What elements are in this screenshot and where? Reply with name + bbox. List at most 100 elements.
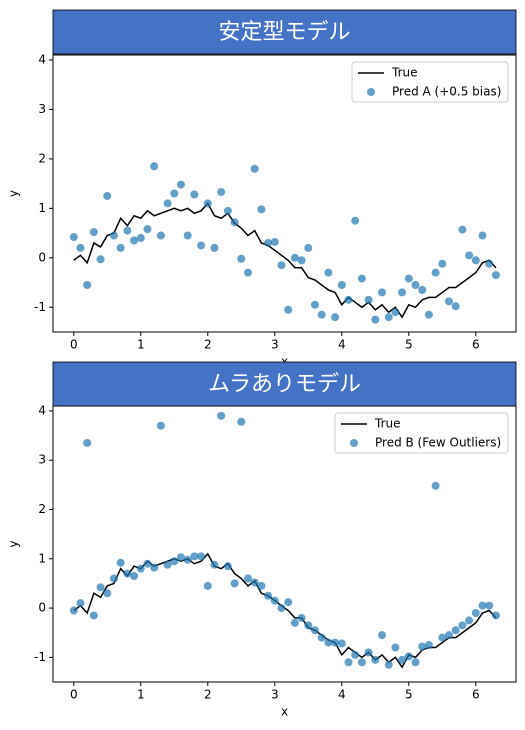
subplot: 0 1 2 3 4 5 6 -1 0 1 2 3 4 x y True Pred B (Few Outliers… — [7, 403, 517, 719]
prediction-point — [451, 626, 460, 635]
prediction-point — [190, 190, 199, 199]
prediction-point — [304, 243, 313, 252]
prediction-point — [398, 288, 407, 297]
prediction-point — [471, 609, 480, 617]
prediction-point — [223, 562, 232, 571]
x-tick-label: 4 — [338, 688, 346, 702]
x-tick-label: 6 — [472, 688, 480, 702]
prediction-point — [491, 611, 500, 620]
legend-box — [351, 61, 509, 103]
prediction-point — [317, 310, 326, 319]
prediction-point — [176, 180, 185, 189]
prediction-point — [230, 579, 239, 588]
prediction-point — [190, 552, 199, 561]
prediction-point — [136, 234, 145, 243]
prediction-point — [96, 583, 105, 592]
x-tick-label: 1 — [137, 338, 145, 352]
prediction-point — [197, 552, 206, 561]
prediction-point — [331, 638, 340, 647]
prediction-point — [130, 572, 139, 581]
x-tick-label: 5 — [405, 338, 413, 352]
legend-label: Pred B (Few Outliers) — [375, 436, 501, 450]
prediction-point — [183, 555, 192, 564]
prediction-point — [116, 243, 125, 252]
prediction-point — [170, 189, 179, 198]
prediction-point — [438, 633, 447, 642]
prediction-point — [344, 295, 353, 304]
prediction-point — [438, 259, 447, 268]
prediction-point — [76, 243, 85, 252]
prediction-point — [418, 285, 427, 294]
prediction-point — [290, 618, 299, 627]
prediction-point — [264, 591, 273, 600]
prediction-point — [103, 191, 112, 200]
x-tick-label: 0 — [70, 338, 78, 352]
prediction-point — [230, 218, 239, 227]
prediction-point — [411, 281, 420, 290]
prediction-point — [257, 205, 266, 214]
prediction-point — [197, 241, 206, 250]
title-banner — [52, 361, 517, 407]
x-tick-label: 2 — [204, 338, 212, 352]
y-axis-label: y — [7, 540, 21, 547]
prediction-point — [351, 650, 360, 659]
x-axis-label: x — [281, 355, 288, 369]
prediction-point — [203, 199, 212, 208]
prediction-point — [237, 417, 246, 426]
prediction-point — [451, 302, 460, 311]
chart-title: ムラありモデル — [208, 372, 361, 397]
x-tick-label: 3 — [271, 338, 279, 352]
y-tick-label: 0 — [38, 250, 46, 264]
x-tick-label: 2 — [204, 688, 212, 702]
prediction-point — [143, 559, 152, 568]
prediction-point — [277, 604, 286, 613]
prediction-point — [418, 642, 427, 651]
prediction-point — [217, 188, 226, 197]
prediction-point — [444, 297, 453, 306]
prediction-point — [431, 481, 440, 490]
legend-marker — [350, 439, 358, 447]
prediction-point — [377, 288, 386, 297]
x-tick-label: 4 — [338, 338, 346, 352]
x-tick-label: 1 — [137, 688, 145, 702]
prediction-point — [377, 631, 386, 640]
prediction-point — [324, 638, 333, 647]
prediction-point — [116, 558, 125, 567]
true-line — [73, 202, 497, 319]
prediction-point — [69, 233, 78, 242]
prediction-point — [337, 281, 346, 290]
prediction-point — [471, 256, 480, 265]
prediction-point — [257, 581, 266, 590]
prediction-point — [163, 199, 172, 208]
prediction-point — [424, 641, 433, 650]
x-tick-label: 6 — [472, 338, 480, 352]
prediction-point — [69, 606, 78, 615]
prediction-point — [398, 655, 407, 664]
prediction-point — [384, 660, 393, 669]
prediction-point — [76, 599, 85, 608]
prediction-point — [203, 581, 212, 590]
prediction-point — [96, 255, 105, 264]
prediction-point — [264, 238, 273, 247]
prediction-point — [331, 313, 340, 322]
y-axis-label: y — [7, 190, 21, 197]
y-tick-label: -1 — [34, 650, 46, 664]
prediction-point — [391, 643, 400, 652]
prediction-point — [130, 236, 139, 245]
prediction-point — [109, 231, 118, 240]
title-banner — [52, 9, 517, 55]
x-axis-label: x — [281, 705, 288, 719]
prediction-point — [478, 231, 487, 240]
prediction-point — [458, 225, 467, 234]
prediction-point — [237, 254, 246, 263]
prediction-point — [150, 162, 159, 171]
prediction-point — [109, 574, 118, 583]
x-tick-label: 5 — [405, 688, 413, 702]
prediction-point — [136, 564, 145, 573]
y-tick-label: 1 — [38, 551, 46, 565]
prediction-point — [163, 560, 172, 569]
prediction-point — [371, 315, 380, 324]
prediction-point — [357, 274, 366, 283]
y-tick-label: 3 — [38, 453, 46, 467]
prediction-point — [83, 281, 92, 290]
